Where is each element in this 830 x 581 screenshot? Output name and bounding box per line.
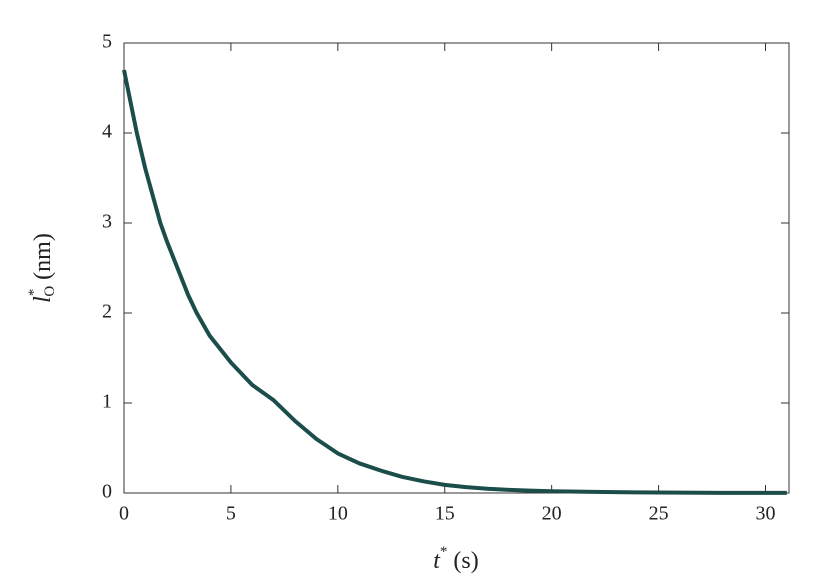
x-tick-label: 10 <box>328 503 348 525</box>
x-tick-label: 30 <box>755 503 775 525</box>
y-label-unit: (nm) <box>30 233 56 280</box>
y-tick-label: 1 <box>102 391 112 413</box>
x-tick-label: 25 <box>649 503 669 525</box>
data-line <box>122 69 787 495</box>
x-tick-label: 20 <box>542 503 562 525</box>
x-label-superscript: * <box>440 544 448 560</box>
x-label-unit: (s) <box>453 548 478 574</box>
y-label-superscript: * <box>26 289 42 297</box>
plot-frame <box>123 42 790 494</box>
y-axis-label: l*O (nm) <box>26 233 58 303</box>
y-label-subscript: O <box>42 286 58 297</box>
x-tick-label: 15 <box>435 503 455 525</box>
y-tick-label: 4 <box>102 121 112 143</box>
x-tick-label: 0 <box>119 503 129 525</box>
y-label-symbol: l <box>30 296 56 303</box>
y-tick-label: 0 <box>102 481 112 503</box>
x-tick-label: 5 <box>226 503 236 525</box>
x-label-symbol: t <box>433 548 441 574</box>
y-tick-label: 5 <box>102 31 112 53</box>
y-tick-label: 3 <box>102 211 112 233</box>
x-axis-label: t* (s) <box>433 544 479 573</box>
y-tick-label: 2 <box>102 301 112 323</box>
